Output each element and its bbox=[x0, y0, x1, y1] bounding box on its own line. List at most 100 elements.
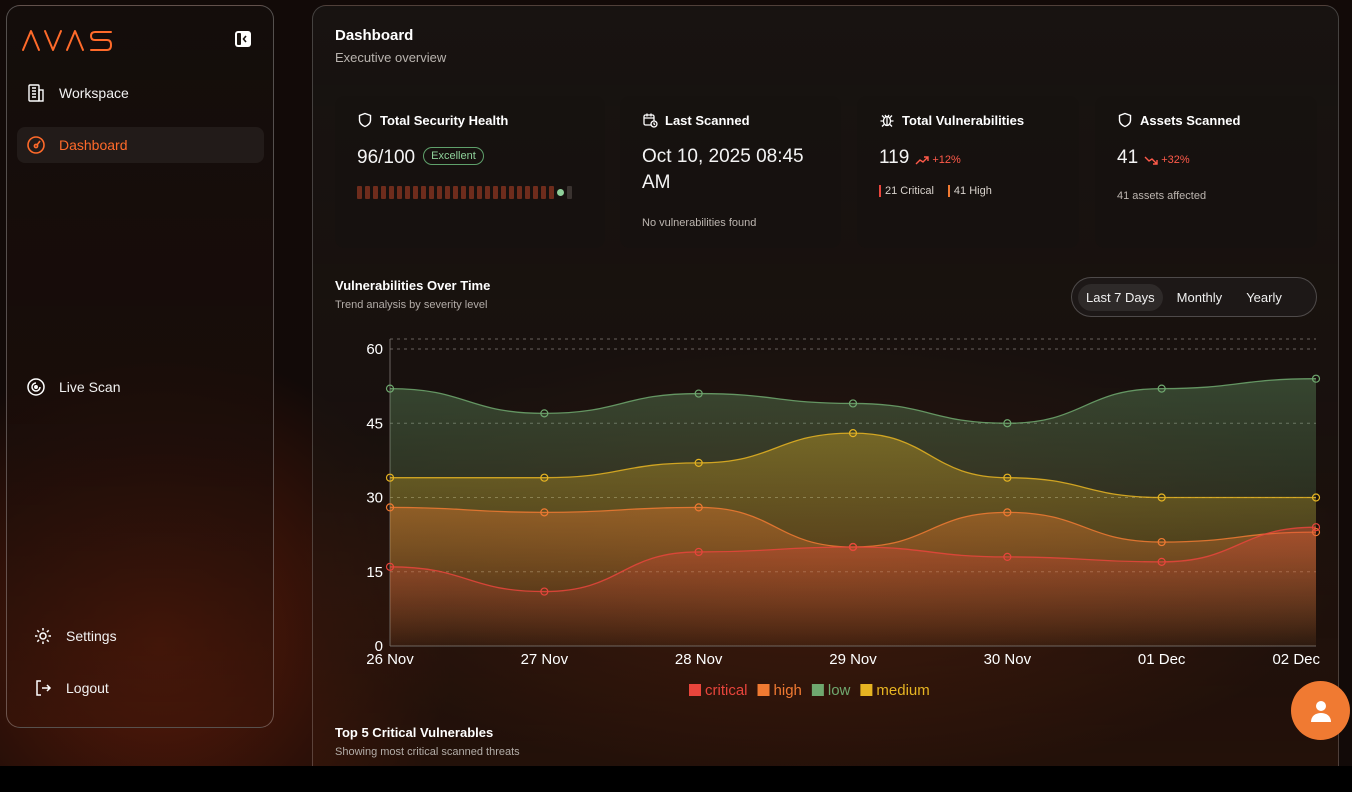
health-bar-segment bbox=[421, 186, 426, 199]
user-icon bbox=[1310, 700, 1331, 722]
gear-icon bbox=[32, 625, 54, 647]
point-medium bbox=[385, 473, 395, 482]
sidebar-item-label: Live Scan bbox=[59, 379, 121, 395]
point-medium bbox=[694, 458, 703, 467]
x-tick-label: 27 Nov bbox=[521, 651, 569, 668]
health-bar-segment bbox=[357, 186, 362, 199]
health-bar-segment bbox=[389, 186, 394, 199]
health-bar-segment bbox=[453, 186, 458, 199]
sidebar-item-workspace[interactable]: Workspace bbox=[17, 75, 264, 111]
page-subtitle: Executive overview bbox=[335, 50, 447, 65]
health-bar-segment bbox=[365, 186, 370, 199]
legend-label-low: low bbox=[828, 682, 851, 699]
y-tick-label: 60 bbox=[366, 341, 383, 358]
series-line-medium bbox=[390, 432, 1316, 499]
time-range-toggle: Last 7 Days Monthly Yearly bbox=[1071, 277, 1317, 317]
health-bar-segment bbox=[461, 186, 466, 199]
calendar-clock-icon bbox=[642, 112, 658, 128]
last-scanned-datetime: Oct 10, 2025 08:45 AM bbox=[642, 146, 804, 193]
assets-count: 41 +32% bbox=[1117, 147, 1190, 168]
severity-breakdown: 21 Critical 41 High bbox=[879, 185, 992, 197]
point-low bbox=[1003, 419, 1012, 428]
card-title: Last Scanned bbox=[642, 112, 750, 128]
radar-icon bbox=[25, 376, 47, 398]
point-critical bbox=[385, 562, 395, 571]
point-high bbox=[1157, 537, 1166, 547]
point-medium bbox=[848, 429, 858, 438]
health-bar-segment bbox=[525, 186, 530, 199]
health-bar-segment bbox=[405, 186, 410, 199]
area-critical bbox=[390, 527, 1316, 646]
health-bar-segment bbox=[557, 189, 564, 196]
legend-swatch-medium bbox=[860, 684, 873, 696]
health-bar-segment bbox=[541, 186, 546, 199]
health-bar-segment bbox=[517, 186, 522, 199]
x-tick-label: 30 Nov bbox=[984, 651, 1032, 668]
range-option-last-7-days[interactable]: Last 7 Days bbox=[1078, 283, 1163, 311]
point-low bbox=[1157, 384, 1166, 393]
legend-swatch-critical bbox=[689, 684, 701, 696]
shield-icon bbox=[357, 112, 373, 128]
range-option-monthly[interactable]: Monthly bbox=[1176, 289, 1223, 305]
total-vulnerabilities-card: Total Vulnerabilities 119 +12% 21 Critic… bbox=[857, 96, 1079, 248]
profile-button[interactable] bbox=[1291, 681, 1350, 740]
legend-label-high: high bbox=[774, 682, 802, 699]
legend-label-critical: critical bbox=[705, 682, 748, 699]
point-high bbox=[540, 508, 549, 517]
sidebar-item-dashboard[interactable]: Dashboard bbox=[17, 127, 264, 163]
health-bar-segment bbox=[567, 186, 572, 199]
range-option-yearly[interactable]: Yearly bbox=[1246, 289, 1282, 305]
sidebar-item-label: Settings bbox=[66, 628, 117, 644]
card-title: Total Vulnerabilities bbox=[879, 112, 1024, 128]
x-tick-label: 26 Nov bbox=[366, 651, 414, 668]
trend-indicator: +12% bbox=[915, 154, 961, 166]
sidebar-item-live-scan[interactable]: Live Scan bbox=[17, 369, 264, 405]
legend-swatch-low bbox=[811, 684, 824, 696]
vulnerabilities-area-chart: 0 15 30 45 60 26 Nov 27 Nov 28 Nov 29 Nov 30 Nov 0… bbox=[366, 338, 1321, 699]
sidebar-item-logout[interactable]: Logout bbox=[24, 670, 271, 706]
point-low bbox=[1311, 374, 1321, 383]
trend-indicator: +32% bbox=[1144, 154, 1190, 166]
point-high bbox=[694, 503, 703, 512]
high-count: 41 High bbox=[947, 185, 992, 197]
last-scanned-card: Last Scanned Oct 10, 2025 08:45 AM No vu… bbox=[620, 96, 841, 248]
point-high bbox=[1003, 508, 1012, 517]
health-bar-segment bbox=[509, 186, 514, 199]
sidebar-item-settings[interactable]: Settings bbox=[24, 618, 271, 654]
legend-label-medium: medium bbox=[876, 682, 929, 699]
health-bar-segment bbox=[397, 186, 402, 199]
health-bar-segment bbox=[533, 186, 538, 199]
section-subtitle: Showing most critical scanned threats bbox=[335, 746, 520, 758]
series-line-critical bbox=[389, 526, 1317, 593]
avas-logo bbox=[22, 30, 112, 51]
health-bar-segment bbox=[477, 186, 482, 199]
point-low bbox=[694, 389, 703, 398]
point-low bbox=[385, 384, 395, 393]
point-critical bbox=[694, 547, 703, 557]
bug-icon bbox=[879, 112, 895, 128]
health-score: 96/100 Excellent bbox=[357, 146, 484, 169]
point-critical bbox=[1311, 523, 1321, 532]
sidebar-toggle-icon bbox=[235, 31, 251, 47]
x-tick-label: 02 Dec bbox=[1272, 651, 1320, 668]
trend-down-icon bbox=[1144, 156, 1158, 165]
health-bar-segment bbox=[445, 186, 450, 199]
section-subtitle: Trend analysis by severity level bbox=[335, 299, 488, 311]
collapse-sidebar-button[interactable] bbox=[234, 30, 252, 48]
series-line-low bbox=[389, 378, 1317, 424]
main-panel: Dashboard Executive overview Total Secur… bbox=[312, 5, 1339, 766]
health-bar-segment bbox=[437, 186, 442, 199]
gauge-icon bbox=[25, 134, 47, 156]
trend-up-icon bbox=[915, 155, 929, 165]
y-tick-label: 30 bbox=[366, 490, 383, 507]
logout-icon bbox=[32, 677, 54, 699]
point-high bbox=[385, 503, 395, 512]
sidebar-item-label: Dashboard bbox=[59, 137, 128, 153]
point-critical bbox=[848, 542, 858, 552]
point-low bbox=[540, 409, 549, 418]
y-tick-label: 15 bbox=[366, 564, 383, 581]
assets-scanned-card: Assets Scanned 41 +32% 41 assets affecte… bbox=[1095, 96, 1317, 248]
security-health-card: Total Security Health 96/100 Excellent bbox=[335, 96, 605, 248]
point-medium bbox=[1003, 473, 1012, 482]
health-bar-segment bbox=[485, 186, 490, 199]
